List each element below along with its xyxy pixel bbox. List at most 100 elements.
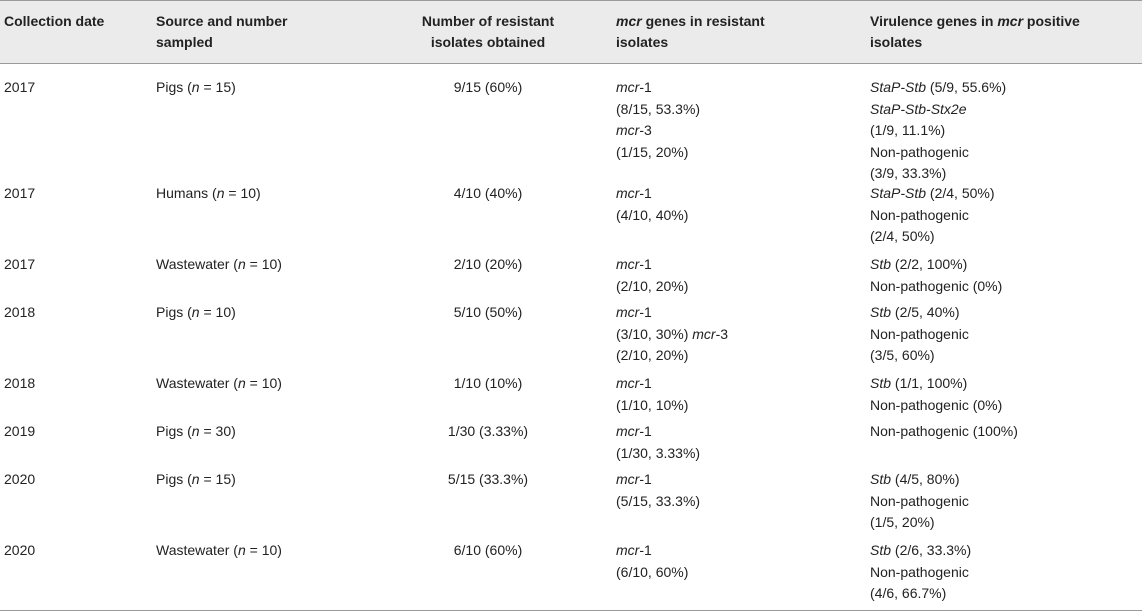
cell-source: Pigs (n = 10) [156, 302, 376, 324]
cell-line: mcr-1 [616, 185, 652, 201]
cell-line: mcr-1 [616, 423, 652, 439]
cell-mcr-genes: mcr-1 (8/15, 53.3%) mcr-3 (1/15, 20%) [616, 77, 856, 163]
cell-collection-date: 2018 [4, 302, 144, 324]
cell-line: (1/15, 20%) [616, 143, 689, 160]
cell-line: (3/9, 33.3%) [870, 165, 947, 181]
cell-line: Stb (2/5, 40%) [870, 304, 960, 320]
cell-collection-date: 2018 [4, 373, 144, 395]
cell-line: 2020 [4, 471, 36, 487]
cell-line: sampled [156, 34, 213, 50]
cell-line: Collection date [4, 13, 105, 29]
cell-virulence-genes: Stb (1/1, 100%) Non-pathogenic (0%) [870, 373, 1140, 416]
cell-line: 2/10 (20%) [453, 256, 523, 272]
cell-line: (2/10, 20%) [616, 277, 689, 294]
cell-resistant-isolates: 1/30 (3.33%) [388, 421, 588, 443]
cell-source: Pigs (n = 30) [156, 421, 376, 443]
cell-collection-date: 2017 [4, 254, 144, 276]
cell-line: 2017 [4, 185, 36, 201]
cell-line: mcr-3 [616, 122, 652, 138]
cell-line: 5/15 (33.3%) [447, 471, 529, 487]
cell-line: (6/10, 60%) [616, 563, 689, 580]
cell-line: (1/10, 10%) [616, 396, 689, 413]
cell-collection-date: 2020 [4, 540, 144, 562]
cell-line: Number of resistant [421, 13, 555, 29]
cell-line: mcr-1 [616, 542, 652, 558]
cell-line: Wastewater (n = 10) [156, 542, 282, 558]
cell-line: Non-pathogenic (0%) [870, 277, 1003, 294]
cell-source: Humans (n = 10) [156, 183, 376, 205]
cell-line: isolates [616, 34, 669, 50]
cell-line: (4/6, 66.7%) [870, 585, 947, 601]
cell-line: 1/30 (3.33%) [447, 423, 529, 439]
cell-line: mcr-1 [616, 79, 652, 95]
cell-line: Pigs (n = 15) [156, 79, 236, 95]
cell-line: (5/15, 33.3%) [616, 492, 701, 509]
cell-virulence-genes: Stb (2/5, 40%) Non-pathogenic (3/5, 60%) [870, 302, 1140, 367]
cell-line: Wastewater (n = 10) [156, 375, 282, 391]
cell-mcr-genes: mcr-1 (2/10, 20%) [616, 254, 856, 297]
cell-virulence-genes: StaP-Stb (5/9, 55.6%) StaP-Stb-Stx2e (1/9,… [870, 77, 1140, 185]
cell-source: Wastewater (n = 10) [156, 254, 376, 276]
cell-line: StaP-Stb (2/4, 50%) [870, 185, 995, 201]
cell-line: Non-pathogenic (100%) [870, 423, 1018, 439]
cell-virulence-genes: StaP-Stb (2/4, 50%) Non-pathogenic (2/4, 5… [870, 183, 1140, 248]
header-resistant-isolates: Number of resistant isolates obtained [388, 11, 588, 53]
cell-line: 1/10 (10%) [453, 375, 523, 391]
cell-line: mcr-1 [616, 304, 652, 320]
cell-line: 2018 [4, 304, 36, 320]
cell-collection-date: 2020 [4, 469, 144, 491]
cell-mcr-genes: mcr-1 (6/10, 60%) [616, 540, 856, 583]
cell-line: (4/10, 40%) [616, 206, 689, 223]
cell-line: 2019 [4, 423, 36, 439]
cell-line: mcr-1 [616, 256, 652, 272]
cell-line: Stb (1/1, 100%) [870, 375, 968, 391]
cell-line: Pigs (n = 15) [156, 471, 236, 487]
cell-line: 2020 [4, 542, 36, 558]
cell-line: (1/5, 20%) [870, 514, 935, 530]
cell-line: Wastewater (n = 10) [156, 256, 282, 272]
cell-line: 5/10 (50%) [453, 304, 523, 320]
cell-mcr-genes: mcr-1 (3/10, 30%) mcr-3 (2/10, 20%) [616, 302, 856, 367]
cell-line: Stb (2/6, 33.3%) [870, 542, 972, 558]
cell-source: Pigs (n = 15) [156, 77, 376, 99]
cell-virulence-genes: Stb (2/2, 100%) Non-pathogenic (0%) [870, 254, 1140, 297]
cell-line: Stb (4/5, 80%) [870, 471, 960, 487]
cell-virulence-genes: Non-pathogenic (100%) [870, 421, 1140, 443]
cell-collection-date: 2017 [4, 183, 144, 205]
cell-source: Wastewater (n = 10) [156, 373, 376, 395]
cell-line: 2017 [4, 79, 36, 95]
cell-line: (1/9, 11.1%) [870, 122, 946, 138]
cell-resistant-isolates: 4/10 (40%) [388, 183, 588, 205]
cell-line: 6/10 (60%) [453, 542, 523, 558]
cell-line: Pigs (n = 10) [156, 304, 236, 320]
cell-line: (1/30, 3.33%) [616, 444, 701, 461]
cell-line: 9/15 (60%) [453, 79, 523, 95]
cell-line: Non-pathogenic [870, 492, 969, 509]
cell-mcr-genes: mcr-1 (1/10, 10%) [616, 373, 856, 416]
cell-line: mcr genes in resistant [616, 13, 765, 29]
cell-mcr-genes: mcr-1 (5/15, 33.3%) [616, 469, 856, 512]
table-bottom-rule [0, 610, 1142, 611]
cell-line: (8/15, 53.3%) [616, 100, 701, 117]
cell-resistant-isolates: 9/15 (60%) [388, 77, 588, 99]
cell-resistant-isolates: 6/10 (60%) [388, 540, 588, 562]
cell-resistant-isolates: 5/10 (50%) [388, 302, 588, 324]
cell-line: StaP-Stb-Stx2e [870, 100, 967, 117]
header-mcr-genes: mcr genes in resistant isolates [616, 11, 856, 53]
cell-line: Stb (2/2, 100%) [870, 256, 968, 272]
table-header: Collection date Source and number sampled… [0, 0, 1142, 64]
cell-line: 4/10 (40%) [453, 185, 523, 201]
cell-line: Non-pathogenic [870, 143, 969, 160]
cell-line: isolates [870, 34, 923, 50]
cell-resistant-isolates: 5/15 (33.3%) [388, 469, 588, 491]
cell-line: Pigs (n = 30) [156, 423, 236, 439]
cell-mcr-genes: mcr-1 (1/30, 3.33%) [616, 421, 856, 464]
cell-collection-date: 2017 [4, 77, 144, 99]
cell-source: Wastewater (n = 10) [156, 540, 376, 562]
cell-line: Humans (n = 10) [156, 185, 261, 201]
cell-resistant-isolates: 2/10 (20%) [388, 254, 588, 276]
cell-line: Non-pathogenic [870, 206, 969, 223]
cell-line: mcr-1 [616, 471, 652, 487]
cell-line: Non-pathogenic (0%) [870, 396, 1003, 413]
